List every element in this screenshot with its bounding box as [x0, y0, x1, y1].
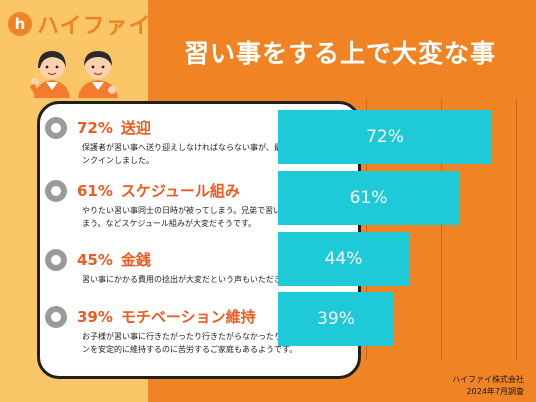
item-percent: 39% — [77, 308, 113, 326]
item-label: 送迎 — [120, 119, 151, 137]
gridline — [441, 100, 442, 360]
item-heading: 61% スケジュール組み — [77, 180, 240, 201]
bullet-icon — [45, 117, 67, 139]
survey-date: 2024年7月調査 — [466, 387, 524, 396]
bar-value-label: 72% — [366, 127, 404, 147]
item-label: 金銭 — [120, 251, 151, 269]
bar-3: 44% — [278, 232, 409, 286]
item-description: 保護者が習い事へ送り迎えしなければならない事が、最も大変な事としてランクインしま… — [82, 143, 354, 165]
company-name: ハイファイ株式会社 — [452, 375, 524, 384]
item-percent: 45% — [77, 251, 113, 269]
gridline — [516, 100, 517, 360]
item-description: お子様が習い事に行きたがったり行きたがらなかったりなど、モチベーションを安定的に… — [82, 332, 354, 354]
item-label: モチベーション維持 — [120, 308, 256, 326]
logo-icon: h — [8, 12, 32, 36]
item-percent: 61% — [77, 182, 113, 200]
bar-value-label: 61% — [349, 188, 388, 208]
brand-logo: h ハイファイ — [8, 8, 152, 40]
item-heading: 72% 送迎 — [77, 117, 151, 138]
bullet-icon — [45, 180, 67, 202]
item-description: 習い事にかかる費用の捻出が大変だという声もいただきました。 — [82, 275, 314, 284]
bar-value-label: 39% — [317, 309, 355, 329]
item-description: やりたい習い事同士の日時が被ってしまう。兄弟で習い事の日時が被ってしまう。などス… — [82, 206, 353, 228]
bullet-icon — [45, 249, 67, 271]
bar-1: 72% — [278, 110, 492, 164]
item-percent: 72% — [77, 119, 113, 137]
bullet-icon — [45, 306, 67, 328]
item-heading: 39% モチベーション維持 — [77, 306, 256, 327]
footer: ハイファイ株式会社 2024年7月調査 — [452, 374, 524, 398]
bar-value-label: 44% — [324, 249, 363, 269]
brand-name: ハイファイ — [37, 14, 152, 39]
bar-4: 39% — [278, 292, 394, 346]
gridline — [366, 100, 367, 360]
bar-2: 61% — [278, 171, 459, 225]
children-illustration-icon — [29, 51, 118, 98]
bar-chart: 72% 61% 44% 39% — [278, 110, 508, 350]
item-heading: 45% 金銭 — [77, 249, 151, 270]
item-label: スケジュール組み — [120, 182, 240, 200]
page-title: 習い事をする上で大変な事 — [183, 39, 496, 68]
